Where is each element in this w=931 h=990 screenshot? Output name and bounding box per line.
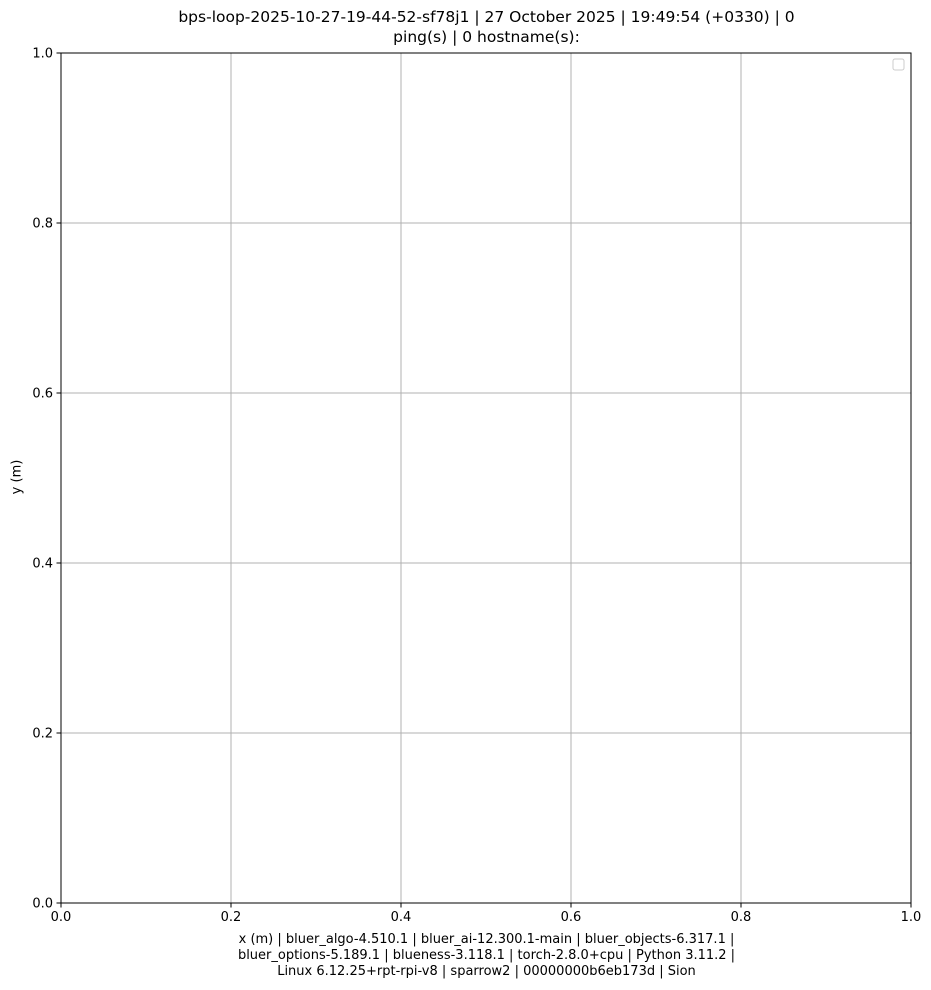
- x-tick-label: 0.0: [51, 910, 72, 925]
- x-tick-label: 1.0: [901, 910, 922, 925]
- x-axis-ticks: 0.0 0.2 0.4 0.6 0.8 1.0: [51, 903, 922, 925]
- y-tick-label: 0.6: [32, 387, 53, 402]
- y-tick-label: 0.8: [32, 217, 53, 232]
- y-tick-label: 0.0: [32, 897, 53, 912]
- plot-area-frame: [60, 52, 912, 904]
- chart-title-line-1: bps-loop-2025-10-27-19-44-52-sf78j1 | 27…: [178, 8, 795, 26]
- grid-lines: [60, 52, 912, 904]
- y-tick-label: 0.2: [32, 727, 53, 742]
- x-axis-label-line-3: Linux 6.12.25+rpt-rpi-v8 | sparrow2 | 00…: [277, 964, 696, 979]
- y-axis-label: y (m): [9, 459, 25, 495]
- x-tick-label: 0.2: [221, 910, 242, 925]
- x-axis-label-line-2: bluer_options-5.189.1 | blueness-3.118.1…: [237, 948, 736, 963]
- x-tick-label: 0.8: [731, 910, 752, 925]
- y-tick-label: 1.0: [32, 47, 53, 62]
- x-tick-label: 0.4: [391, 910, 412, 925]
- x-tick-label: 0.6: [561, 910, 582, 925]
- y-tick-label: 0.4: [32, 557, 53, 572]
- x-axis-label-line-1: x (m) | bluer_algo-4.510.1 | bluer_ai-12…: [238, 932, 735, 947]
- chart-title-line-2: ping(s) | 0 hostname(s):: [393, 28, 580, 46]
- legend-box: [892, 58, 905, 71]
- y-axis-ticks: 0.0 0.2 0.4 0.6 0.8 1.0: [32, 47, 61, 912]
